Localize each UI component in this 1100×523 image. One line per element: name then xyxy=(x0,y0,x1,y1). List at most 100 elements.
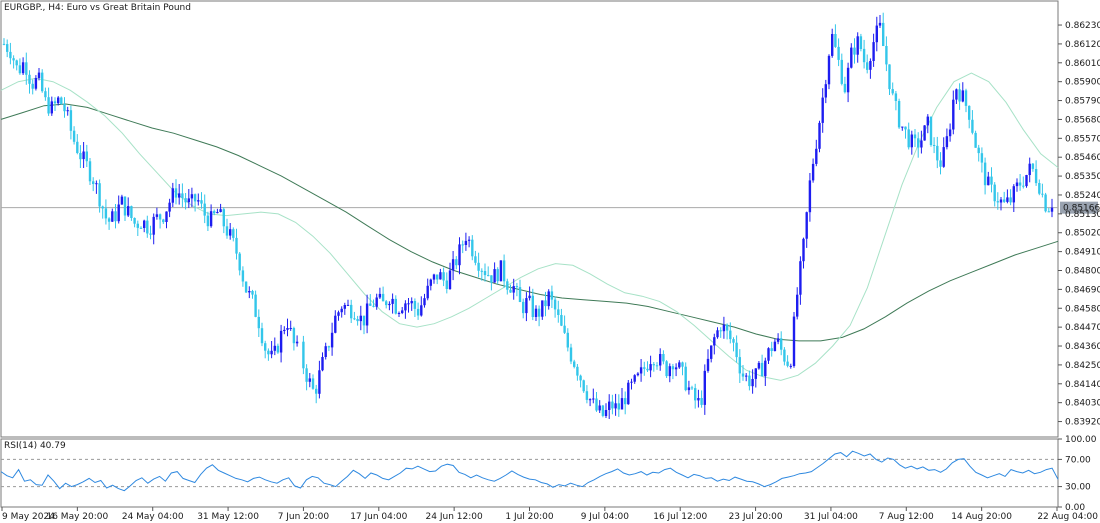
candle-body xyxy=(983,162,987,186)
candle-body xyxy=(506,281,509,290)
candle-body xyxy=(796,294,799,317)
candle-body xyxy=(649,364,652,371)
candle-body xyxy=(98,183,101,207)
candle-body xyxy=(146,220,149,234)
candle-body xyxy=(999,199,1003,203)
candle-body xyxy=(152,216,155,235)
price-tick-label: 0.85680 xyxy=(1065,115,1100,125)
candle-body xyxy=(541,300,544,317)
rsi-tick-label: 0.00 xyxy=(1065,503,1085,513)
candle-body xyxy=(165,211,168,222)
candle-body xyxy=(929,116,933,145)
candle-body xyxy=(206,215,210,227)
candle-body xyxy=(181,193,184,199)
candle-body xyxy=(270,350,273,355)
candle-body xyxy=(515,286,519,288)
candle-body xyxy=(305,368,308,382)
candle-body xyxy=(219,209,222,212)
candle-body xyxy=(251,291,254,295)
candle-body xyxy=(467,239,471,241)
candle-body xyxy=(21,62,25,74)
candle-body xyxy=(872,42,875,61)
candle-body xyxy=(82,151,85,160)
candle-body xyxy=(28,74,31,84)
candle-body xyxy=(448,270,452,289)
candle-body xyxy=(987,176,990,186)
candle-body xyxy=(114,211,117,222)
candle-body xyxy=(483,271,487,276)
candle-body xyxy=(547,291,550,307)
candle-body xyxy=(710,345,713,359)
candle-body xyxy=(235,237,238,254)
price-tick-label: 0.83920 xyxy=(1065,418,1100,428)
candle-body xyxy=(611,401,614,409)
candle-body xyxy=(687,387,691,391)
time-tick-label: 24 Jun 12:00 xyxy=(426,512,483,522)
rsi-plot-border xyxy=(0,438,1059,508)
candle-body xyxy=(904,126,907,130)
candle-body xyxy=(821,97,824,123)
candle-body xyxy=(101,206,104,209)
candle-body xyxy=(958,89,961,102)
candle-body xyxy=(942,147,945,167)
candle-body xyxy=(926,116,929,126)
candle-body xyxy=(18,65,22,74)
price-tick-label: 0.84360 xyxy=(1065,342,1100,352)
candle-body xyxy=(388,303,391,306)
candle-body xyxy=(748,375,751,387)
candle-body xyxy=(276,345,280,353)
candle-body xyxy=(410,301,413,304)
candle-body xyxy=(850,47,853,68)
candle-body xyxy=(232,229,235,238)
candle-body xyxy=(802,238,805,262)
candle-body xyxy=(41,72,44,92)
candle-body xyxy=(404,303,407,311)
candle-body xyxy=(522,301,525,314)
candle-body xyxy=(738,357,741,374)
candle-body xyxy=(977,147,980,154)
price-tick-label: 0.84690 xyxy=(1065,285,1100,295)
candle-body xyxy=(356,319,359,322)
candle-body xyxy=(311,378,315,389)
rsi-series xyxy=(0,450,1059,492)
candle-body xyxy=(44,91,47,98)
candle-body xyxy=(362,315,366,326)
candle-body xyxy=(582,380,585,392)
candle-body xyxy=(878,22,882,26)
candle-body xyxy=(76,141,79,153)
candle-body xyxy=(646,368,649,371)
candle-body xyxy=(502,260,506,282)
candle-body xyxy=(222,209,225,227)
candle-body xyxy=(397,313,401,314)
candle-body xyxy=(783,349,786,362)
candle-body xyxy=(525,298,528,314)
candlestick-series[interactable] xyxy=(2,12,1054,419)
candle-body xyxy=(327,346,331,348)
candle-body xyxy=(337,312,340,316)
price-tick-label: 0.85240 xyxy=(1065,191,1100,201)
price-tick-label: 0.84140 xyxy=(1065,380,1100,390)
candle-body xyxy=(79,153,82,160)
candle-body xyxy=(1009,197,1012,203)
candle-body xyxy=(117,204,120,222)
candle-body xyxy=(560,315,563,326)
candle-body xyxy=(72,130,76,142)
candle-body xyxy=(461,244,464,246)
price-tick-label: 0.85570 xyxy=(1065,134,1100,144)
candle-body xyxy=(1034,169,1038,184)
candle-body xyxy=(369,303,372,306)
candle-body xyxy=(882,22,885,46)
time-tick-label: 16 May 20:00 xyxy=(46,512,108,522)
candle-body xyxy=(334,315,337,333)
candle-body xyxy=(729,330,732,340)
candle-body xyxy=(47,97,50,114)
candle-body xyxy=(853,47,856,55)
candle-body xyxy=(279,330,283,353)
candle-body xyxy=(178,193,181,198)
candle-body xyxy=(439,272,442,280)
candle-body xyxy=(512,286,515,293)
time-tick-label: 9 Jul 04:00 xyxy=(581,512,630,522)
candle-body xyxy=(684,366,687,391)
price-tick-label: 0.84580 xyxy=(1065,304,1100,314)
